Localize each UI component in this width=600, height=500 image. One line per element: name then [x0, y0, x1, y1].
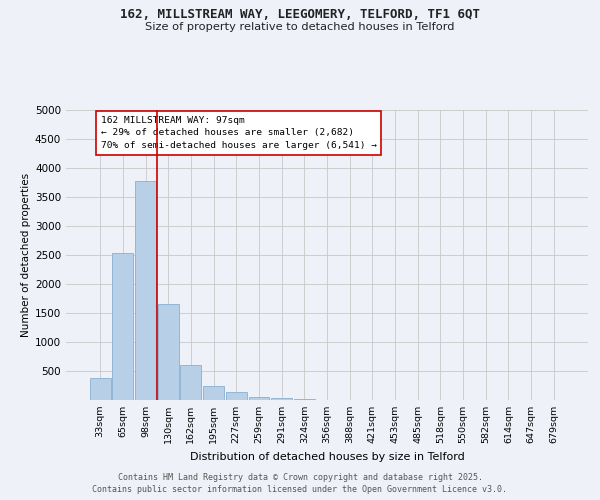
- Bar: [90, 378, 110, 400]
- Bar: [203, 386, 224, 400]
- Text: Size of property relative to detached houses in Telford: Size of property relative to detached ho…: [145, 22, 455, 32]
- Bar: [181, 365, 202, 400]
- Text: 162, MILLSTREAM WAY, LEEGOMERY, TELFORD, TF1 6QT: 162, MILLSTREAM WAY, LEEGOMERY, TELFORD,…: [120, 8, 480, 20]
- Bar: [158, 304, 179, 400]
- Bar: [226, 392, 247, 400]
- Text: 162 MILLSTREAM WAY: 97sqm
← 29% of detached houses are smaller (2,682)
70% of se: 162 MILLSTREAM WAY: 97sqm ← 29% of detac…: [101, 116, 377, 150]
- Text: Contains HM Land Registry data © Crown copyright and database right 2025.: Contains HM Land Registry data © Crown c…: [118, 472, 482, 482]
- Bar: [248, 396, 269, 400]
- Y-axis label: Number of detached properties: Number of detached properties: [21, 173, 31, 337]
- Bar: [271, 398, 292, 400]
- X-axis label: Distribution of detached houses by size in Telford: Distribution of detached houses by size …: [190, 452, 464, 462]
- Bar: [112, 252, 133, 400]
- Text: Contains public sector information licensed under the Open Government Licence v3: Contains public sector information licen…: [92, 485, 508, 494]
- Bar: [135, 181, 156, 400]
